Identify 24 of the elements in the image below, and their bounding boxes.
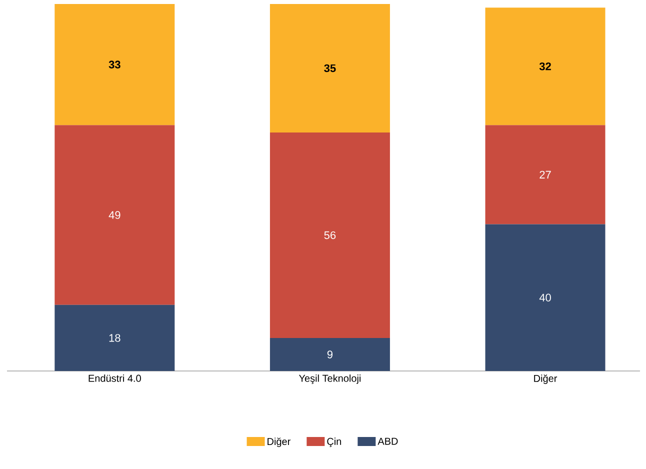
data-label: 35 — [324, 64, 336, 72]
x-tick-label: Yeşil Teknoloji — [298, 374, 361, 384]
bar — [485, 8, 606, 126]
bar — [54, 4, 175, 126]
bar — [485, 224, 606, 371]
x-tick-label: Diğer — [534, 374, 558, 384]
x-tick-label: Endüstri 4.0 — [88, 374, 141, 382]
data-label: 32 — [539, 62, 551, 70]
data-label: 27 — [540, 170, 551, 178]
bar — [54, 125, 175, 305]
legend-label: Çin — [327, 438, 342, 447]
data-label: 56 — [324, 231, 336, 240]
legend-label: ABD — [378, 438, 398, 445]
bar — [270, 338, 390, 371]
data-label: 49 — [108, 211, 120, 219]
data-label: 33 — [108, 60, 120, 68]
data-label: 18 — [109, 334, 120, 342]
legend-label: Diğer — [268, 438, 290, 448]
data-label: 9 — [327, 350, 332, 358]
bar — [270, 132, 390, 338]
bar — [485, 125, 606, 224]
data-label: 40 — [539, 294, 551, 302]
bar — [54, 304, 175, 371]
bar — [270, 4, 390, 132]
